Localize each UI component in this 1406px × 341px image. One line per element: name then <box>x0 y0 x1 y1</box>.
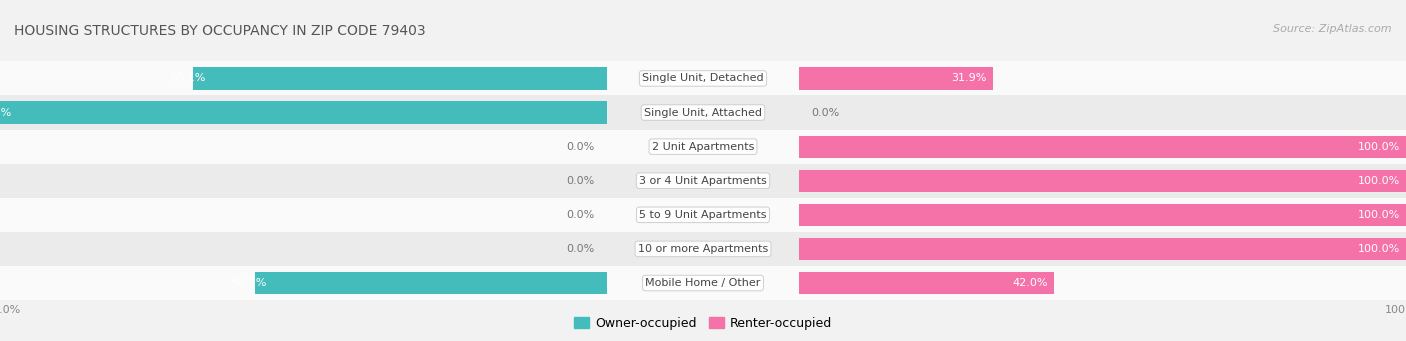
Bar <box>800 95 1406 130</box>
Bar <box>0 95 606 130</box>
Bar <box>0 102 606 123</box>
Bar <box>800 204 1406 226</box>
Bar <box>800 272 1054 294</box>
Text: 2 Unit Apartments: 2 Unit Apartments <box>652 142 754 152</box>
Bar <box>800 198 1406 232</box>
Bar <box>800 169 1406 192</box>
Text: 100.0%: 100.0% <box>1358 176 1400 186</box>
Bar <box>606 95 800 130</box>
Bar <box>0 198 606 232</box>
Text: 0.0%: 0.0% <box>811 107 839 118</box>
Text: 58.0%: 58.0% <box>232 278 267 288</box>
Bar <box>606 164 800 198</box>
Bar <box>800 68 993 90</box>
Text: 100.0%: 100.0% <box>1358 142 1400 152</box>
Text: 100.0%: 100.0% <box>1358 244 1400 254</box>
Bar <box>254 272 606 294</box>
Bar <box>800 232 1406 266</box>
Text: 0.0%: 0.0% <box>567 176 595 186</box>
Bar <box>800 266 1406 300</box>
Bar <box>606 198 800 232</box>
Bar <box>800 136 1406 158</box>
Legend: Owner-occupied, Renter-occupied: Owner-occupied, Renter-occupied <box>568 312 838 335</box>
Text: 31.9%: 31.9% <box>952 73 987 84</box>
Bar <box>606 266 800 300</box>
Text: 0.0%: 0.0% <box>567 210 595 220</box>
Text: 42.0%: 42.0% <box>1012 278 1047 288</box>
Bar <box>194 68 606 90</box>
Text: 3 or 4 Unit Apartments: 3 or 4 Unit Apartments <box>640 176 766 186</box>
Bar <box>606 232 800 266</box>
Bar <box>606 61 800 95</box>
Bar <box>800 238 1406 260</box>
Bar <box>800 61 1406 95</box>
Bar <box>800 164 1406 198</box>
Text: 68.1%: 68.1% <box>170 73 205 84</box>
Text: 0.0%: 0.0% <box>567 142 595 152</box>
Text: 10 or more Apartments: 10 or more Apartments <box>638 244 768 254</box>
Bar <box>0 232 606 266</box>
Text: 100.0%: 100.0% <box>0 107 13 118</box>
Bar <box>800 130 1406 164</box>
Text: Single Unit, Detached: Single Unit, Detached <box>643 73 763 84</box>
Text: Single Unit, Attached: Single Unit, Attached <box>644 107 762 118</box>
Bar <box>0 61 606 95</box>
Text: 100.0%: 100.0% <box>1358 210 1400 220</box>
Bar <box>0 266 606 300</box>
Bar <box>0 130 606 164</box>
Text: Mobile Home / Other: Mobile Home / Other <box>645 278 761 288</box>
Text: 5 to 9 Unit Apartments: 5 to 9 Unit Apartments <box>640 210 766 220</box>
Bar <box>606 130 800 164</box>
Text: Source: ZipAtlas.com: Source: ZipAtlas.com <box>1274 24 1392 34</box>
Bar <box>0 164 606 198</box>
Text: HOUSING STRUCTURES BY OCCUPANCY IN ZIP CODE 79403: HOUSING STRUCTURES BY OCCUPANCY IN ZIP C… <box>14 24 426 38</box>
Text: 0.0%: 0.0% <box>567 244 595 254</box>
